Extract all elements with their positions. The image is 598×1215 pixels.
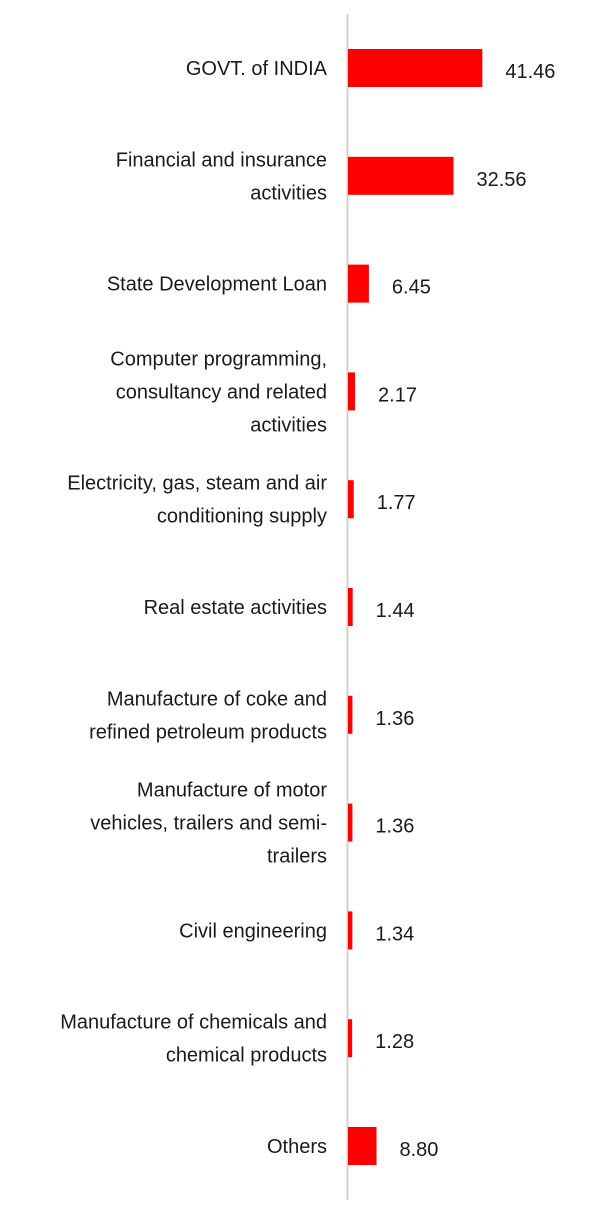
category-label-line: consultancy and related (116, 381, 327, 403)
value-label: 1.36 (375, 816, 414, 838)
bar (348, 911, 353, 950)
category-label-line: activities (250, 182, 327, 204)
bar-row: Financial and insurance activities 32.56 (116, 149, 527, 204)
bar-row: State Development Loan 6.45 (107, 264, 431, 303)
value-label: 1.36 (375, 708, 414, 730)
bar (348, 480, 354, 519)
category-label: GOVT. of INDIA (186, 58, 328, 80)
bar (348, 588, 353, 626)
category-label: Manufacture of chemicals and chemical pro… (60, 1012, 327, 1067)
bar-row: Manufacture of motor vehicles, trailers a… (90, 780, 414, 868)
category-label: Real estate activities (144, 597, 327, 619)
bar-row: GOVT. of INDIA 41.46 (186, 49, 555, 87)
category-label-line: Computer programming, (110, 348, 327, 370)
value-label: 1.77 (377, 492, 416, 514)
value-label: 6.45 (392, 277, 431, 299)
category-label-line: Real estate activities (144, 597, 327, 619)
category-label: Electricity, gas, steam and air condition… (67, 473, 327, 528)
category-label-line: activities (250, 414, 327, 436)
category-label-line: Others (267, 1136, 327, 1158)
value-label: 1.28 (375, 1031, 414, 1053)
category-label-line: Civil engineering (179, 920, 327, 942)
category-label-line: Electricity, gas, steam and air (67, 473, 327, 495)
value-label: 8.80 (400, 1139, 439, 1161)
category-label: Others (267, 1136, 327, 1158)
category-label-line: trailers (267, 846, 327, 868)
category-label-line: Financial and insurance (116, 149, 327, 171)
bar-rows: GOVT. of INDIA 41.46 Financial and insuran… (60, 49, 555, 1165)
value-label: 1.34 (375, 923, 414, 945)
bar (348, 1019, 353, 1058)
bar-row: Real estate activities 1.44 (144, 588, 415, 626)
bar-row: Others 8.80 (267, 1127, 438, 1165)
category-label: State Development Loan (107, 274, 327, 296)
bar (348, 372, 356, 411)
category-label: Civil engineering (179, 920, 327, 942)
category-label-line: Manufacture of coke and (107, 688, 327, 710)
category-label-line: refined petroleum products (89, 721, 327, 743)
category-label-line: State Development Loan (107, 274, 327, 296)
bar-row: Manufacture of coke and refined petroleum… (89, 688, 414, 743)
bar-row: Computer programming, consultancy and rel… (110, 348, 417, 436)
category-label-line: conditioning supply (157, 506, 327, 528)
bar (348, 156, 454, 195)
bar (348, 1127, 377, 1165)
category-label: Computer programming, consultancy and rel… (110, 348, 327, 436)
value-label: 32.56 (476, 169, 526, 191)
bar (348, 264, 369, 303)
category-label-line: GOVT. of INDIA (186, 58, 328, 80)
bar (348, 803, 353, 842)
value-label: 1.44 (376, 600, 415, 622)
bar (348, 695, 353, 734)
category-label: Manufacture of motor vehicles, trailers a… (90, 780, 327, 868)
bar-row: Electricity, gas, steam and air condition… (67, 473, 415, 528)
category-label-line: Manufacture of chemicals and (60, 1012, 327, 1034)
bar-row: Civil engineering 1.34 (179, 911, 414, 950)
category-label-line: Manufacture of motor (137, 780, 327, 802)
category-label: Financial and insurance activities (116, 149, 327, 204)
bar (348, 49, 483, 87)
value-label: 2.17 (378, 384, 417, 406)
category-label-line: vehicles, trailers and semi- (90, 813, 327, 835)
value-label: 41.46 (505, 61, 555, 83)
category-label: Manufacture of coke and refined petroleum… (89, 688, 327, 743)
bar-row: Manufacture of chemicals and chemical pro… (60, 1012, 414, 1067)
category-label-line: chemical products (166, 1045, 327, 1067)
